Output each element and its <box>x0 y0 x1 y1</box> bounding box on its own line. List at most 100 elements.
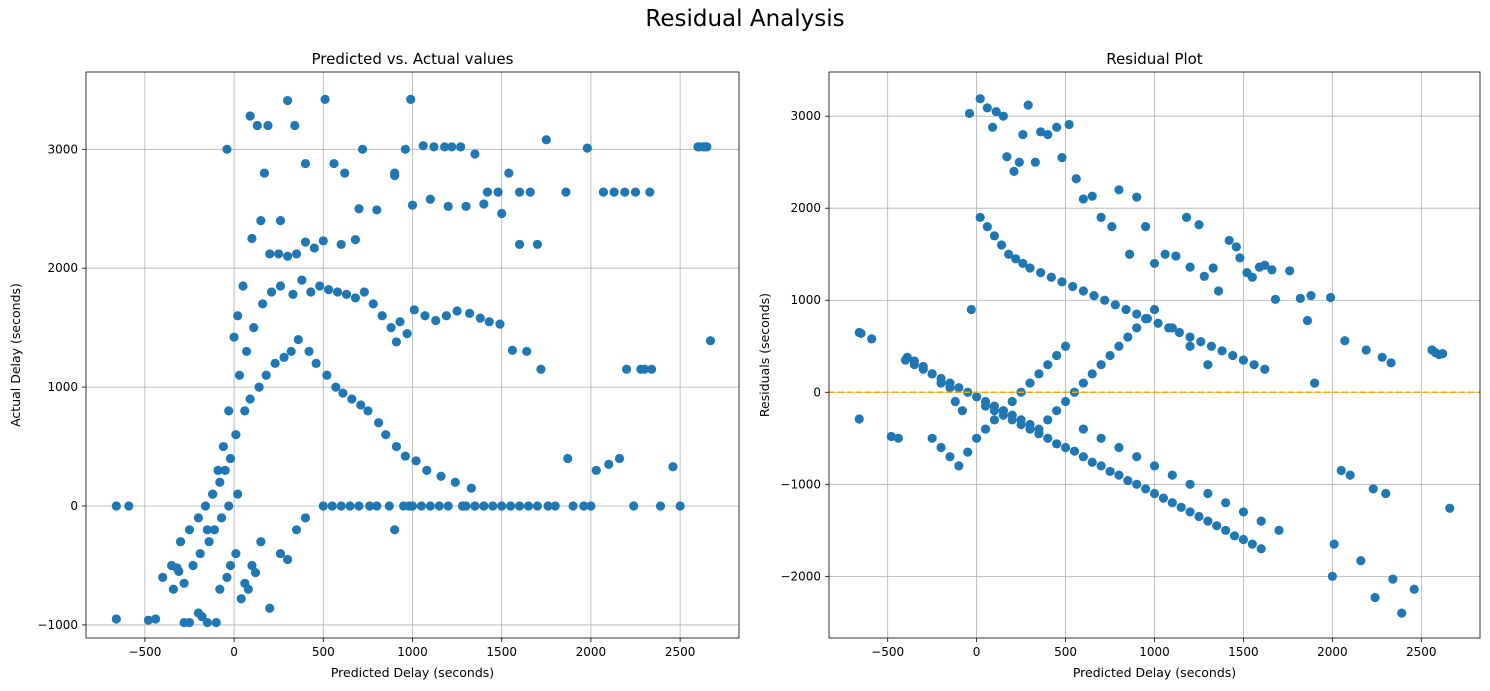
scatter-point <box>1089 291 1099 301</box>
scatter-point <box>1016 415 1026 425</box>
scatter-point <box>1388 574 1398 584</box>
scatter-point <box>1176 502 1186 512</box>
scatter-point <box>1060 341 1071 351</box>
scatter-point <box>964 108 975 119</box>
scatter-point <box>231 430 241 440</box>
scatter-point <box>470 501 480 511</box>
scatter-point <box>363 406 373 416</box>
scatter-point <box>1043 415 1053 425</box>
scatter-point <box>488 501 498 511</box>
scatter-point <box>1046 272 1056 282</box>
scatter-point <box>1018 258 1028 269</box>
scatter-point <box>1052 439 1062 449</box>
scatter-point <box>1036 127 1046 137</box>
scatter-point <box>1078 424 1088 434</box>
scatter-point <box>1123 476 1133 486</box>
scatter-point <box>208 489 218 499</box>
scatter-point <box>475 313 485 323</box>
scatter-point <box>211 617 221 628</box>
scatter-point <box>224 501 234 511</box>
x-tick-label: 500 <box>312 645 335 659</box>
scatter-point <box>434 501 444 511</box>
scatter-point <box>989 401 1000 411</box>
scatter-point <box>1087 369 1097 379</box>
scatter-point <box>233 489 243 499</box>
scatter-point <box>1235 253 1245 263</box>
scatter-point <box>630 187 641 197</box>
right-chart-title: Residual Plot <box>1106 50 1203 68</box>
y-tick-label: −1000 <box>780 477 821 491</box>
scatter-point <box>918 364 928 374</box>
y-tick-label: 3000 <box>47 142 78 156</box>
scatter-point <box>1302 315 1313 326</box>
scatter-point <box>1060 396 1071 407</box>
scatter-point <box>1309 378 1320 388</box>
scatter-point <box>179 578 189 588</box>
scatter-point <box>238 281 248 291</box>
scatter-point <box>945 378 955 388</box>
scatter-point <box>1185 332 1195 342</box>
scatter-point <box>1386 358 1396 368</box>
scatter-point <box>1114 185 1124 195</box>
scatter-point <box>275 281 286 291</box>
scatter-point <box>425 194 435 204</box>
scatter-point <box>1397 608 1407 618</box>
scatter-point <box>402 328 412 339</box>
scatter-point <box>645 187 655 197</box>
scatter-point <box>998 406 1008 416</box>
scatter-point <box>936 373 946 384</box>
scatter-point <box>514 501 525 511</box>
scatter-point <box>1438 349 1448 359</box>
scatter-point <box>954 383 964 393</box>
scatter-point <box>988 122 998 132</box>
scatter-point <box>1107 222 1117 232</box>
scatter-point <box>464 308 475 318</box>
scatter-point <box>354 204 364 214</box>
scatter-point <box>283 554 293 565</box>
scatter-point <box>461 201 471 211</box>
scatter-point <box>357 144 368 154</box>
left-scatter-points <box>111 94 716 628</box>
x-tick-label: −500 <box>128 645 161 659</box>
scatter-point <box>1071 174 1081 184</box>
scatter-point <box>1160 249 1170 259</box>
scatter-point <box>347 394 357 404</box>
scatter-point <box>386 323 396 333</box>
scatter-point <box>972 433 982 443</box>
scatter-point <box>523 501 534 511</box>
scatter-point <box>1213 286 1224 296</box>
scatter-point <box>522 346 532 357</box>
scatter-point <box>982 103 992 113</box>
scatter-point <box>1132 192 1142 202</box>
scatter-point <box>263 120 273 131</box>
scatter-point <box>283 95 293 106</box>
scatter-point <box>372 205 382 215</box>
scatter-point <box>936 442 946 453</box>
scatter-point <box>443 201 453 211</box>
scatter-point <box>639 364 650 374</box>
scatter-point <box>504 168 514 178</box>
scatter-point <box>1206 341 1217 351</box>
x-tick-label: 1500 <box>486 645 517 659</box>
scatter-point <box>324 285 334 295</box>
scatter-point <box>541 135 551 145</box>
scatter-point <box>231 548 241 559</box>
scatter-point <box>927 369 937 379</box>
scatter-point <box>1185 262 1195 272</box>
scatter-point <box>586 501 596 511</box>
scatter-point <box>1025 419 1035 430</box>
y-tick-label: −1000 <box>37 618 78 632</box>
scatter-point <box>168 584 179 594</box>
scatter-point <box>234 370 245 380</box>
scatter-point <box>1149 488 1160 499</box>
scatter-point <box>1285 266 1295 276</box>
scatter-point <box>1132 309 1142 319</box>
scatter-point <box>420 311 430 321</box>
scatter-point <box>514 239 525 250</box>
scatter-point <box>1185 479 1195 489</box>
scatter-point <box>700 142 710 152</box>
scatter-point <box>493 187 503 197</box>
scatter-point <box>1052 122 1062 132</box>
scatter-point <box>407 200 418 210</box>
